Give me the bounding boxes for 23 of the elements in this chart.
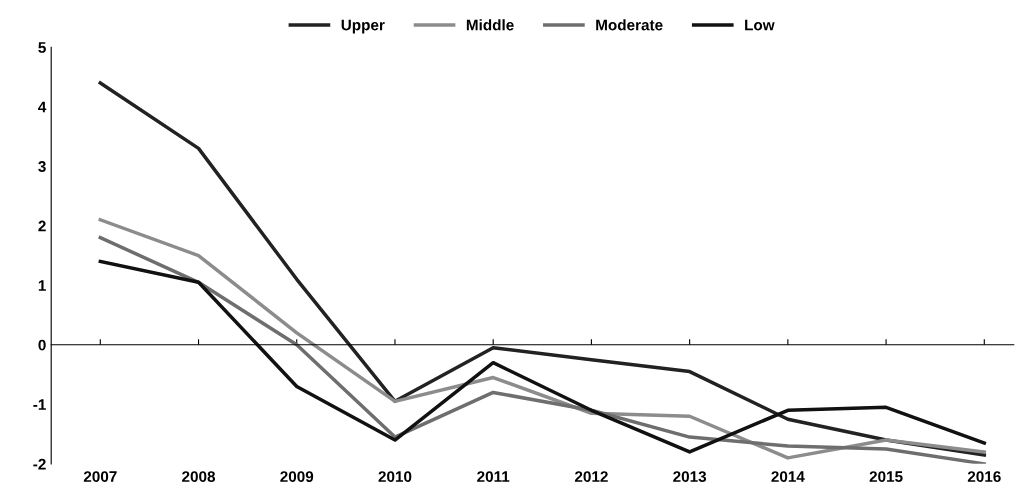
x-tick-label: 2014 — [771, 471, 805, 483]
x-tick-label: 2012 — [574, 471, 608, 483]
legend-label: Upper — [341, 19, 385, 34]
x-tick-label: 2007 — [83, 471, 117, 483]
y-tick-label: 3 — [38, 161, 46, 172]
legend-label: Middle — [466, 19, 514, 31]
y-tick-label: -1 — [33, 399, 46, 410]
legend-label: Moderate — [596, 19, 663, 31]
y-tick-label: 4 — [38, 101, 47, 113]
line-series — [98, 81, 987, 457]
x-tick-label: 2009 — [280, 471, 314, 483]
x-tick-label: 2008 — [182, 471, 216, 483]
y-tick-label: 1 — [38, 280, 46, 291]
x-tick-label: 2010 — [378, 471, 412, 483]
x-tick-label: 2016 — [967, 471, 1001, 483]
x-tick-label: 2015 — [869, 471, 903, 483]
y-tick-label: 0 — [38, 339, 46, 351]
y-tick-label: 5 — [38, 42, 46, 53]
legend-label: Low — [745, 19, 775, 31]
y-tick-label: -2 — [33, 458, 46, 470]
x-tick-label: 2013 — [673, 471, 707, 483]
y-tick-label: 2 — [38, 220, 46, 232]
x-tick-label: 2011 — [477, 471, 510, 483]
